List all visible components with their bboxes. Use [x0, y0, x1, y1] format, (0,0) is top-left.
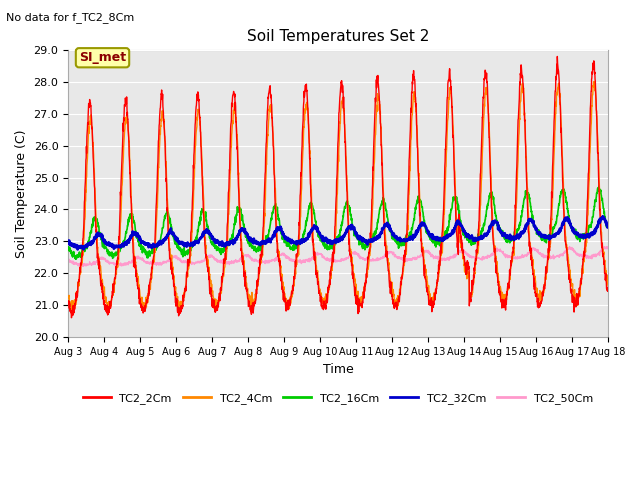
TC2_2Cm [554, 54, 561, 60]
TC2_4Cm [591, 79, 598, 84]
TC2_16Cm [354, 237, 362, 242]
TC2_2Cm [495, 283, 502, 289]
TC2_50Cm [566, 244, 573, 250]
TC2_50Cm [365, 257, 373, 263]
Line: TC2_4Cm: TC2_4Cm [68, 82, 608, 312]
TC2_2Cm [604, 288, 612, 294]
TC2_4Cm [64, 296, 72, 301]
Y-axis label: Soil Temperature (C): Soil Temperature (C) [15, 129, 28, 258]
TC2_16Cm [495, 227, 502, 232]
Text: No data for f_TC2_8Cm: No data for f_TC2_8Cm [6, 12, 134, 23]
TC2_32Cm [64, 238, 72, 243]
TC2_32Cm [599, 213, 607, 219]
Line: TC2_2Cm: TC2_2Cm [68, 57, 608, 318]
TC2_2Cm [64, 298, 72, 304]
TC2_16Cm [64, 245, 72, 251]
TC2_16Cm [72, 256, 79, 262]
TC2_16Cm [365, 241, 373, 247]
TC2_2Cm [215, 295, 223, 300]
TC2_4Cm [365, 246, 373, 252]
TC2_50Cm [572, 249, 579, 255]
TC2_16Cm [595, 183, 603, 189]
TC2_32Cm [74, 247, 81, 252]
TC2_4Cm [495, 279, 502, 285]
TC2_16Cm [604, 222, 612, 228]
TC2_32Cm [354, 232, 362, 238]
Line: TC2_16Cm: TC2_16Cm [68, 186, 608, 259]
TC2_2Cm [68, 315, 76, 321]
TC2_50Cm [354, 252, 362, 258]
TC2_32Cm [557, 227, 564, 232]
TC2_50Cm [80, 263, 88, 269]
TC2_32Cm [215, 240, 223, 246]
TC2_16Cm [572, 231, 579, 237]
TC2_2Cm [572, 299, 579, 304]
TC2_4Cm [215, 299, 223, 305]
Legend: TC2_2Cm, TC2_4Cm, TC2_16Cm, TC2_32Cm, TC2_50Cm: TC2_2Cm, TC2_4Cm, TC2_16Cm, TC2_32Cm, TC… [78, 389, 598, 408]
TC2_2Cm [557, 111, 564, 117]
TC2_50Cm [64, 255, 72, 261]
TC2_4Cm [354, 291, 362, 297]
TC2_50Cm [215, 259, 223, 265]
X-axis label: Time: Time [323, 362, 353, 375]
TC2_16Cm [215, 245, 223, 251]
TC2_4Cm [604, 282, 612, 288]
TC2_50Cm [604, 244, 612, 250]
Text: SI_met: SI_met [79, 51, 126, 64]
TC2_32Cm [365, 238, 373, 243]
TC2_4Cm [68, 309, 76, 314]
TC2_2Cm [365, 249, 373, 254]
TC2_32Cm [572, 229, 579, 235]
TC2_50Cm [557, 253, 564, 259]
TC2_50Cm [495, 248, 502, 253]
TC2_2Cm [354, 298, 362, 304]
TC2_16Cm [557, 194, 564, 200]
TC2_4Cm [572, 295, 579, 301]
TC2_4Cm [557, 100, 564, 106]
TC2_32Cm [495, 225, 502, 231]
Title: Soil Temperatures Set 2: Soil Temperatures Set 2 [247, 29, 429, 44]
Line: TC2_50Cm: TC2_50Cm [68, 247, 608, 266]
TC2_32Cm [604, 225, 612, 230]
Line: TC2_32Cm: TC2_32Cm [68, 216, 608, 250]
